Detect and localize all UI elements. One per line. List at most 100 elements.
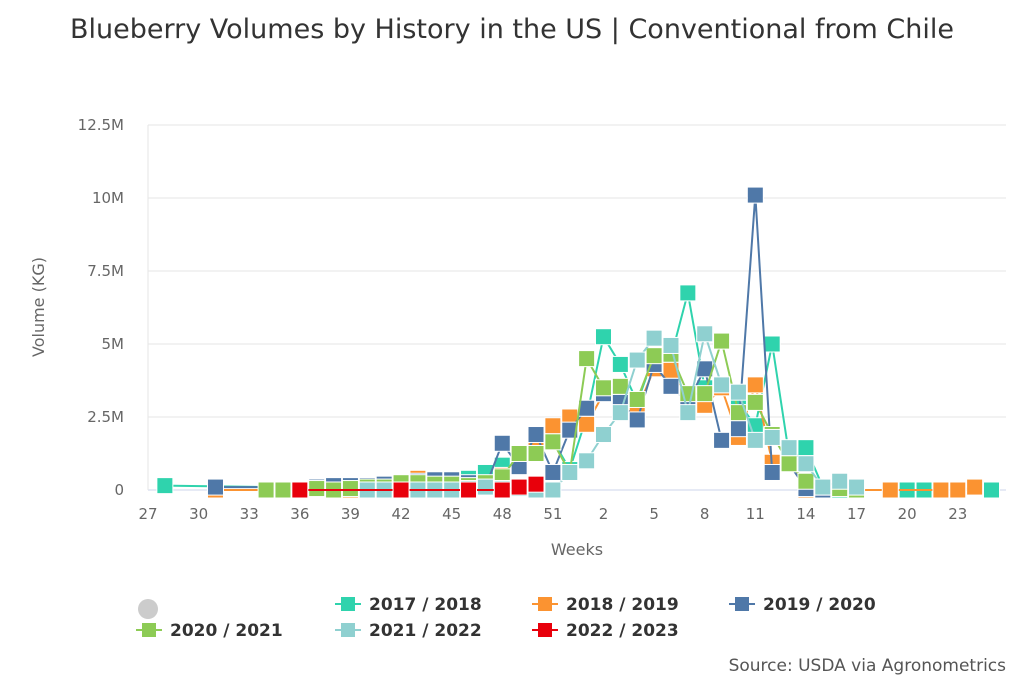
legend-marker-icon: [341, 623, 355, 637]
data-point: [628, 351, 646, 369]
y-tick-label: 7.5M: [87, 262, 124, 280]
legend-item[interactable]: 2017 / 2018: [335, 595, 482, 615]
x-tick-label: 33: [240, 505, 259, 523]
data-point: [156, 477, 174, 495]
legend-label: 2020 / 2021: [170, 621, 283, 641]
data-point: [510, 445, 528, 462]
data-point: [611, 355, 629, 373]
data-point: [206, 478, 224, 496]
data-point: [729, 420, 747, 438]
legend-label: 2017 / 2018: [369, 595, 482, 615]
data-point: [679, 404, 697, 422]
legend-marker-icon: [735, 597, 749, 611]
x-tick-label: 51: [543, 505, 562, 523]
legend-marker-icon: [341, 597, 355, 611]
x-tick-label: 27: [138, 505, 157, 523]
legend-label: 2019 / 2020: [763, 595, 876, 615]
x-tick-label: 42: [392, 505, 411, 523]
data-point: [713, 376, 731, 394]
legend-item[interactable]: 2022 / 2023: [532, 621, 679, 641]
x-tick-label: 2: [599, 505, 609, 523]
data-point: [729, 383, 747, 401]
data-point: [983, 481, 1000, 499]
data-point: [797, 439, 815, 457]
legend-item[interactable]: 2020 / 2021: [136, 621, 283, 641]
data-point: [662, 377, 680, 395]
data-point: [949, 481, 967, 499]
x-tick-label: 20: [898, 505, 917, 523]
legend-label: 2018 / 2019: [566, 595, 679, 615]
data-point: [493, 481, 511, 499]
data-point: [696, 385, 714, 403]
data-point: [493, 434, 511, 452]
data-point: [561, 421, 579, 439]
y-tick-label: 0: [114, 481, 124, 499]
data-point: [291, 481, 309, 499]
data-point: [544, 481, 562, 499]
data-point: [763, 463, 781, 481]
data-point: [797, 455, 815, 473]
legend-marker-icon: [538, 623, 552, 637]
data-point: [561, 463, 579, 481]
data-point: [341, 480, 359, 498]
data-point: [797, 472, 815, 490]
y-tick-label: 12.5M: [78, 116, 124, 134]
data-point: [527, 475, 545, 493]
x-tick-label: 8: [700, 505, 710, 523]
legend-marker-icon: [142, 623, 156, 637]
legend-item[interactable]: 2019 / 2020: [729, 595, 876, 615]
legend-label: 2022 / 2023: [566, 621, 679, 641]
legend-item[interactable]: 2018 / 2019: [532, 595, 679, 615]
data-point: [662, 336, 680, 354]
data-point: [932, 481, 950, 499]
x-axis-label: Weeks: [551, 540, 603, 559]
x-tick-label: 17: [847, 505, 866, 523]
data-point: [966, 478, 984, 496]
y-axis-label: Volume (KG): [29, 257, 48, 357]
data-point: [476, 478, 494, 496]
x-tick-label: 30: [189, 505, 208, 523]
x-tick-label: 36: [290, 505, 309, 523]
data-point: [274, 481, 292, 499]
y-tick-label: 5M: [102, 335, 125, 353]
data-point: [628, 411, 646, 429]
x-tick-label: 5: [649, 505, 659, 523]
y-tick-label: 10M: [92, 189, 124, 207]
data-point: [881, 481, 899, 499]
data-point: [594, 426, 612, 444]
legend-toggle-icon[interactable]: [138, 599, 158, 619]
data-point: [831, 472, 849, 490]
data-point: [746, 393, 764, 411]
data-point: [645, 347, 663, 365]
data-point: [527, 426, 545, 444]
data-point: [578, 415, 596, 433]
chart-title: Blueberry Volumes by History in the US |…: [70, 14, 954, 45]
x-tick-label: 11: [746, 505, 765, 523]
data-point: [594, 328, 612, 346]
data-point: [713, 332, 731, 350]
data-point: [814, 478, 832, 496]
data-point: [746, 431, 764, 449]
data-point: [780, 455, 798, 473]
x-tick-label: 14: [796, 505, 815, 523]
legend-label: 2021 / 2022: [369, 621, 482, 641]
data-point: [611, 404, 629, 422]
data-point: [628, 390, 646, 408]
data-point: [763, 335, 781, 353]
legend-marker-icon: [538, 597, 552, 611]
data-point: [746, 376, 764, 394]
data-point: [544, 463, 562, 481]
data-point: [578, 452, 596, 470]
data-point: [308, 480, 326, 498]
data-point: [460, 481, 478, 499]
legend-item[interactable]: 2021 / 2022: [335, 621, 482, 641]
data-point: [848, 478, 866, 496]
data-point: [392, 481, 410, 499]
data-point: [594, 379, 612, 397]
data-point: [746, 186, 764, 204]
data-point: [713, 431, 731, 449]
x-tick-label: 48: [493, 505, 512, 523]
data-point: [763, 428, 781, 446]
data-point: [544, 433, 562, 451]
